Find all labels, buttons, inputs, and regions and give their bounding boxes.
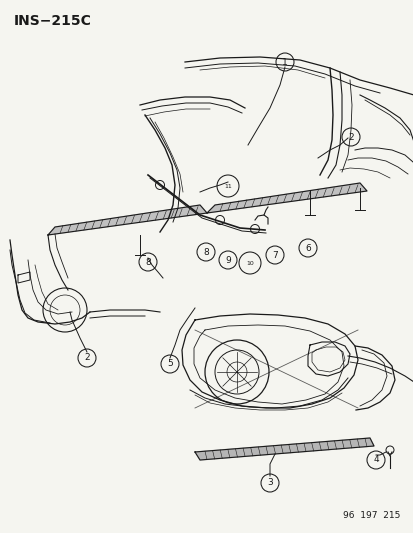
Text: 8: 8 [203,247,209,256]
Text: 3: 3 [266,479,272,488]
Text: 2: 2 [347,133,353,141]
Polygon shape [206,183,366,213]
Text: 96 197  215: 96 197 215 [342,511,399,520]
Text: 6: 6 [304,244,310,253]
Text: 7: 7 [271,251,277,260]
Text: 5: 5 [167,359,173,368]
Text: INS−215C: INS−215C [14,14,92,28]
Text: 4: 4 [372,456,378,464]
Text: 8: 8 [145,257,150,266]
Polygon shape [195,438,373,460]
Polygon shape [48,205,206,235]
Text: 11: 11 [223,183,231,189]
Text: 1: 1 [281,58,287,67]
Text: 9: 9 [225,255,230,264]
Text: 10: 10 [246,261,253,265]
Text: 2: 2 [84,353,90,362]
